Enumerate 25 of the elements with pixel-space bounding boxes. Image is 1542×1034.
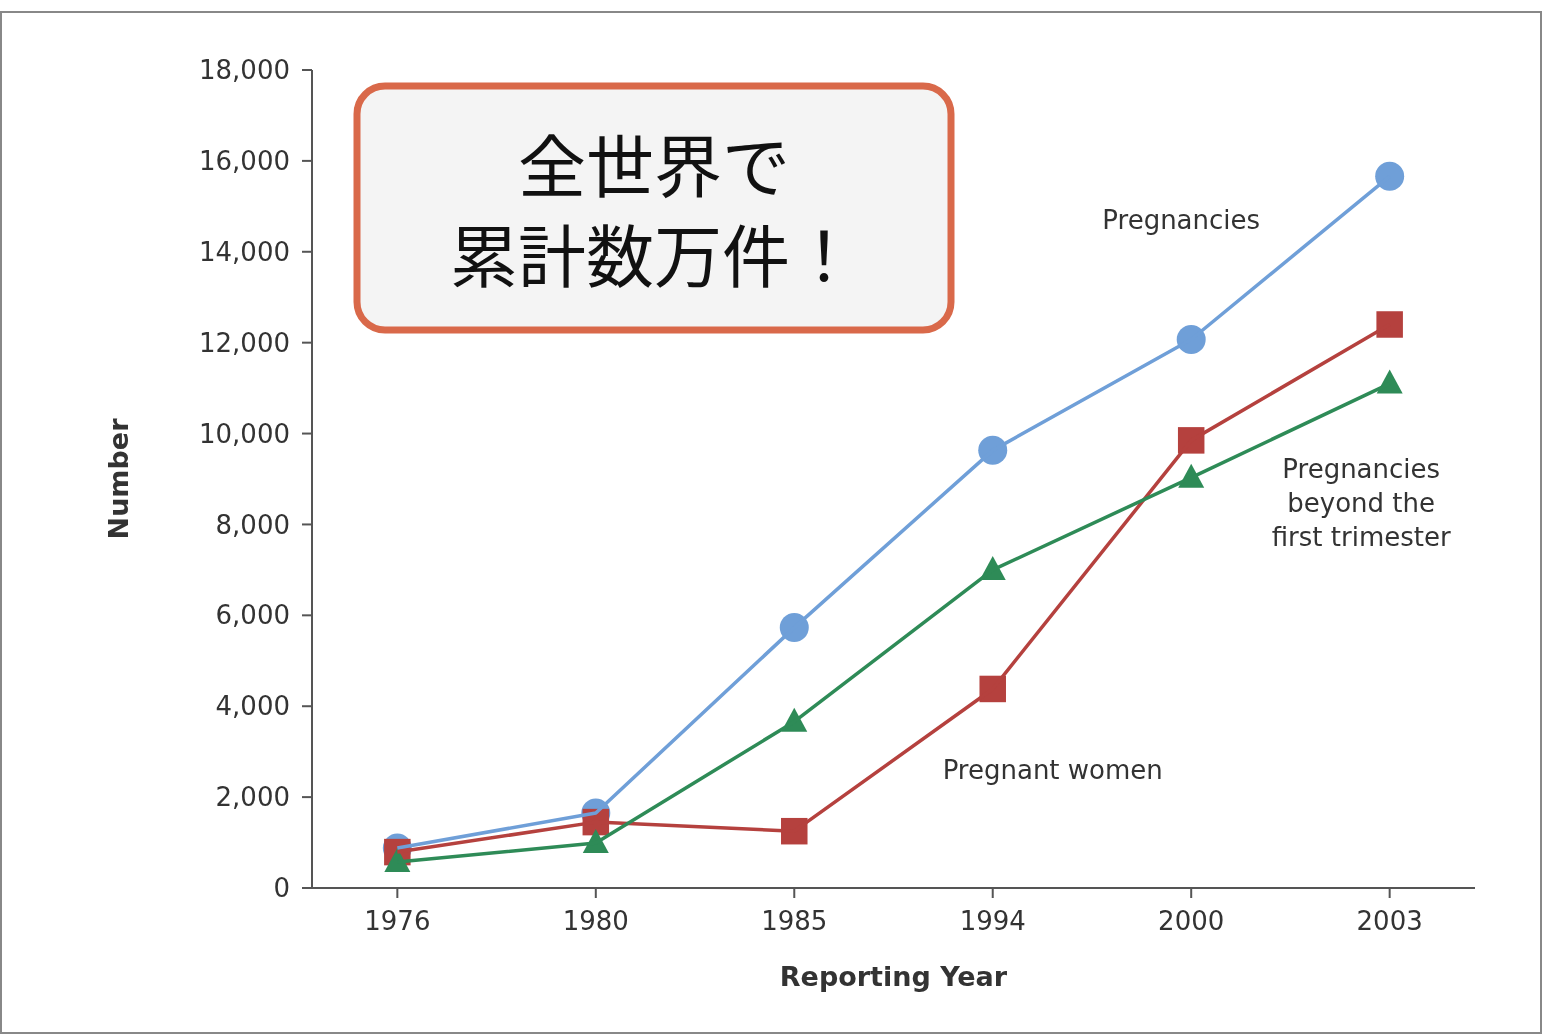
point [1375, 161, 1405, 191]
x-tick-label: 1985 [761, 906, 828, 936]
x-tick-label: 2003 [1356, 906, 1423, 936]
y-tick-label: 0 [273, 873, 290, 904]
x-tick-label: 1994 [959, 906, 1026, 936]
annotation: 全世界で累計数万件！ [449, 113, 859, 302]
point [1376, 311, 1403, 338]
y-tick-label: 8,000 [215, 509, 290, 540]
x-tick-label: 1976 [364, 906, 431, 936]
y-tick-label: 18,000 [199, 55, 290, 86]
y-tick-label: 6,000 [215, 600, 290, 631]
series-label: Pregnancies beyond the first trimester [1271, 453, 1451, 552]
x-axis-title: Reporting Year [779, 961, 1008, 992]
x-tick-label: 2000 [1158, 906, 1225, 936]
point [1376, 369, 1403, 394]
y-tick-label: 12,000 [199, 327, 290, 358]
x-tick-label: 1980 [562, 906, 629, 936]
y-tick-label: 14,000 [199, 236, 290, 267]
y-tick-label: 4,000 [215, 691, 290, 722]
y-tick-label: 10,000 [199, 418, 290, 449]
series-label: Pregnancies [1102, 205, 1261, 236]
y-tick-label: 2,000 [215, 782, 290, 813]
y-tick-label: 16,000 [199, 145, 290, 176]
y-axis-title: Number [103, 417, 134, 540]
series-label: Pregnant women [942, 754, 1163, 785]
